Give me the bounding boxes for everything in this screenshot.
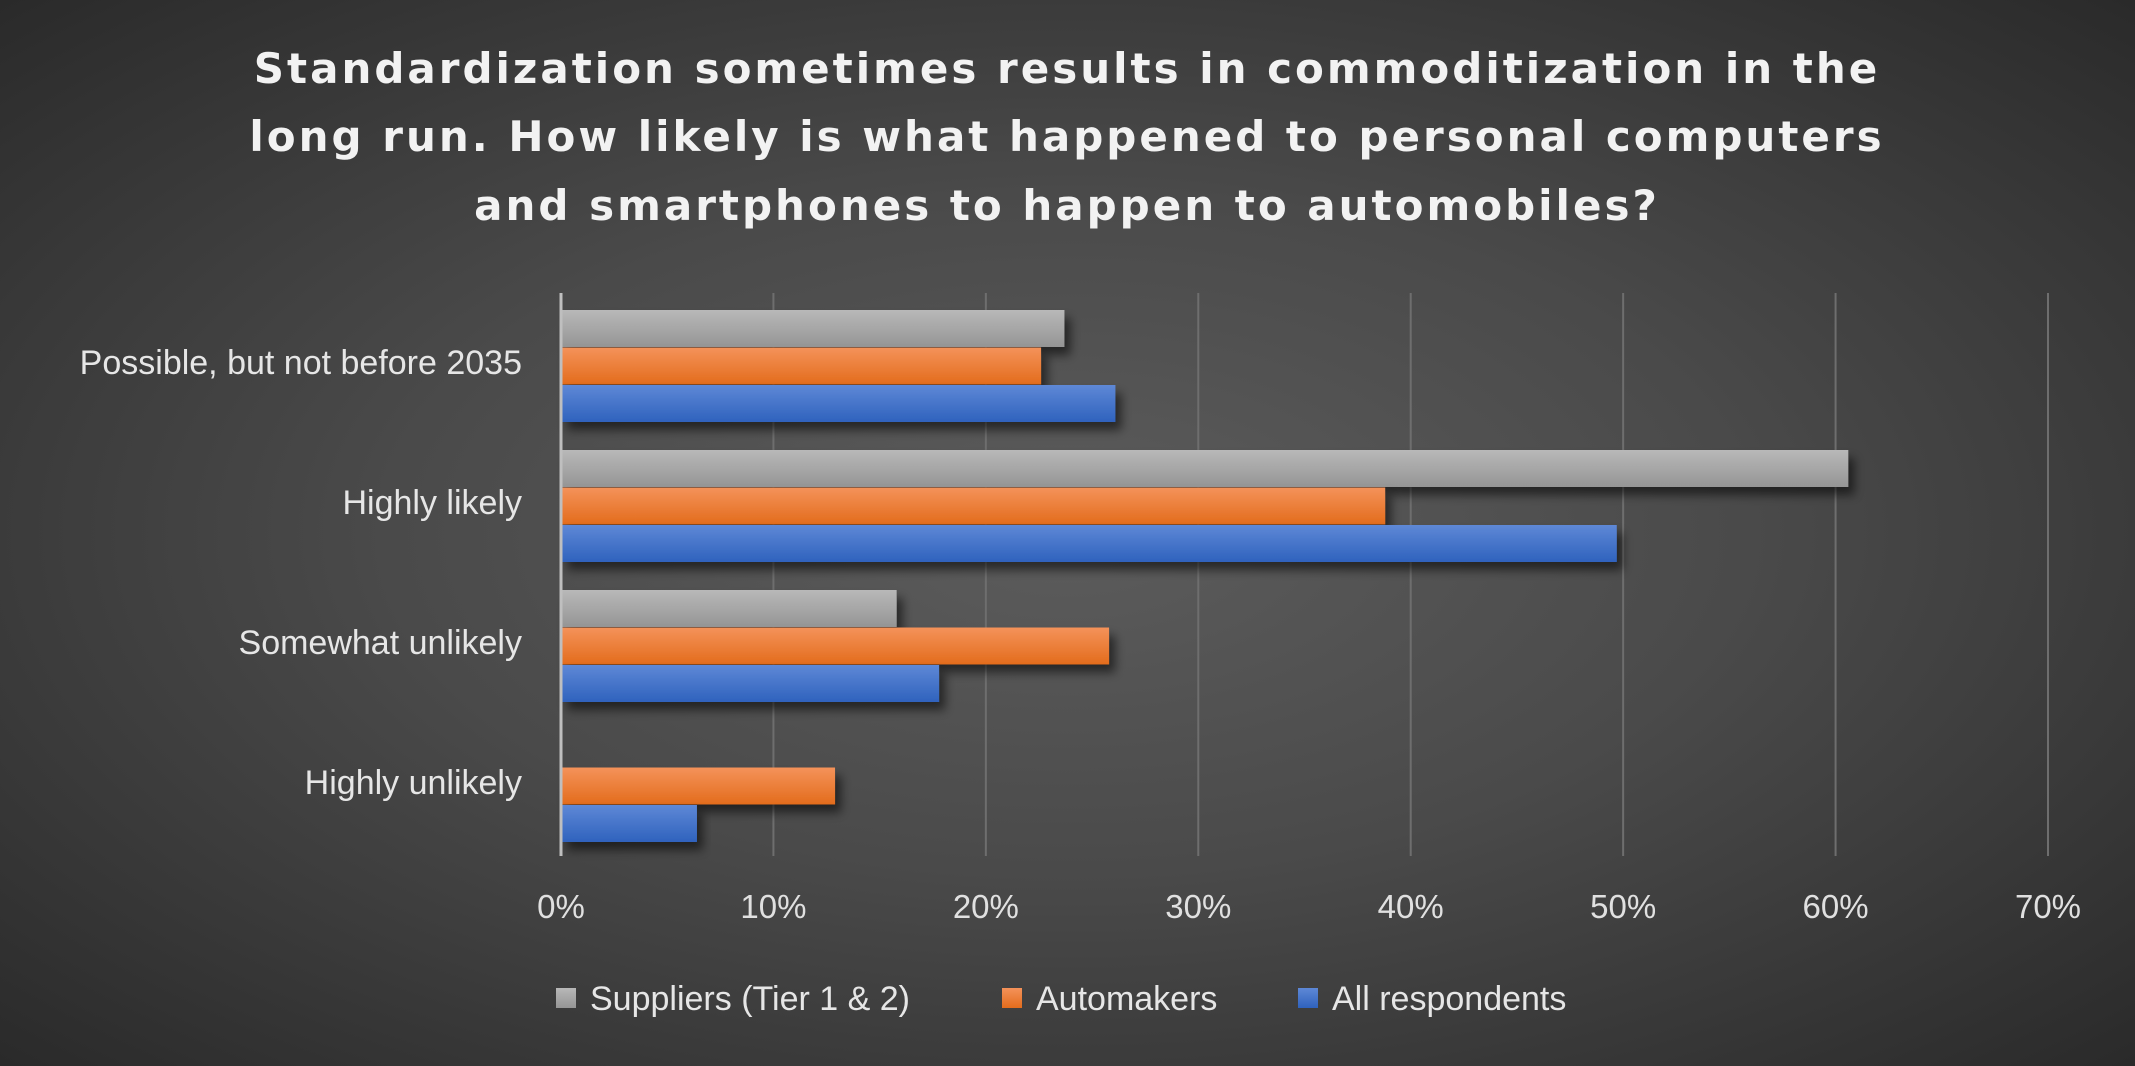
legend-swatch <box>1002 988 1022 1008</box>
title-line-1: Standardization sometimes results in com… <box>254 44 1880 93</box>
bar-automakers <box>561 487 1386 525</box>
x-tick-label: 50% <box>1590 888 1656 925</box>
category-label: Somewhat unlikely <box>239 624 522 662</box>
category-label: Highly unlikely <box>305 764 522 802</box>
bar-suppliers-tier-1-2- <box>561 310 1065 347</box>
chart-title: Standardization sometimes results in com… <box>249 44 1884 230</box>
title-line-2: long run. How likely is what happened to… <box>249 112 1884 161</box>
legend-swatch <box>556 988 576 1008</box>
x-tick-label: 20% <box>953 888 1019 925</box>
bar-all-respondents <box>561 525 1617 562</box>
x-tick-label: 60% <box>1803 888 1869 925</box>
legend-label: All respondents <box>1332 980 1566 1018</box>
x-tick-label: 70% <box>2015 888 2081 925</box>
bar-suppliers-tier-1-2- <box>561 590 897 627</box>
category-label: Possible, but not before 2035 <box>80 344 522 382</box>
category-label: Highly likely <box>343 484 523 522</box>
x-tick-labels: 0% 10% 20% 30% 40% 50% 60% 70% <box>537 888 2081 925</box>
legend-item: Automakers <box>1002 980 1217 1018</box>
bar-all-respondents <box>561 385 1116 422</box>
legend-item: All respondents <box>1298 980 1566 1018</box>
bar-automakers <box>561 767 836 805</box>
bar-automakers <box>561 627 1110 665</box>
legend-label: Automakers <box>1036 980 1217 1018</box>
x-tick-label: 40% <box>1378 888 1444 925</box>
legend-item: Suppliers (Tier 1 & 2) <box>556 980 910 1018</box>
title-line-3: and smartphones to happen to automobiles… <box>474 181 1660 230</box>
bar-all-respondents <box>561 805 697 842</box>
x-tick-label: 10% <box>740 888 806 925</box>
bars <box>561 310 1849 842</box>
legend-label: Suppliers (Tier 1 & 2) <box>590 980 910 1018</box>
bar-automakers <box>561 347 1042 385</box>
x-tick-label: 0% <box>537 888 585 925</box>
x-tick-label: 30% <box>1165 888 1231 925</box>
bar-suppliers-tier-1-2- <box>561 450 1849 487</box>
legend-swatch <box>1298 988 1318 1008</box>
legend: Suppliers (Tier 1 & 2) Automakers All resp… <box>556 980 1566 1018</box>
category-labels: Possible, but not before 2035 Highly like… <box>80 344 522 802</box>
bar-all-respondents <box>561 665 940 702</box>
